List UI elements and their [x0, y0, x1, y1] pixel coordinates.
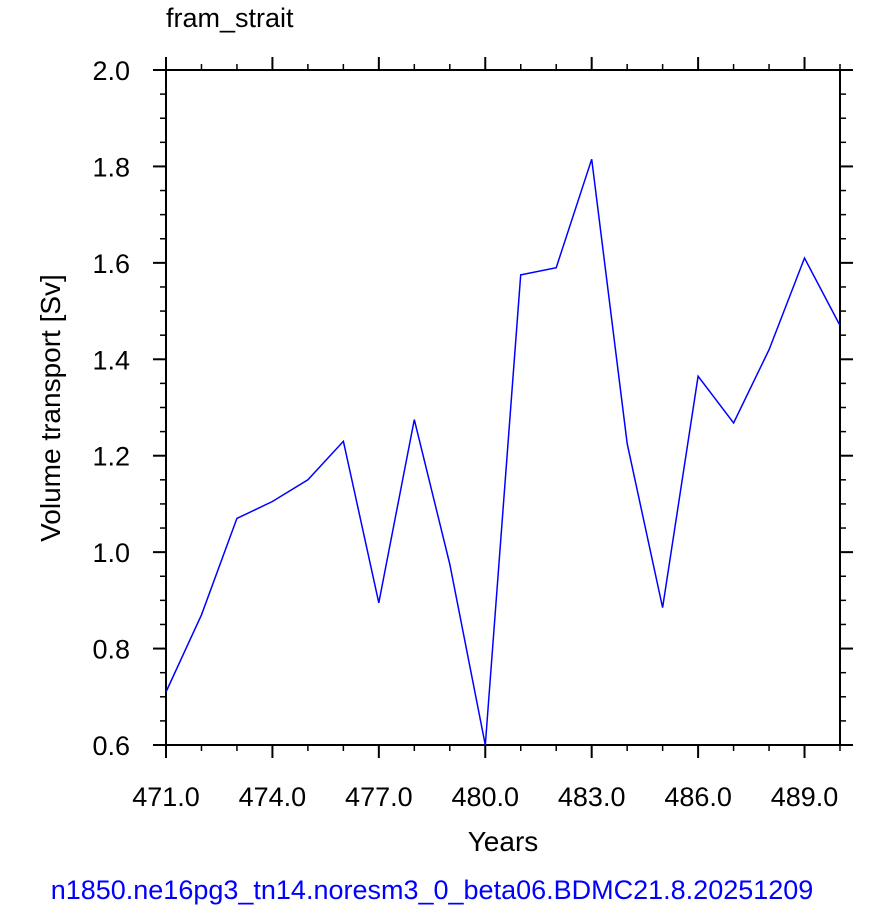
major-ticks — [153, 57, 853, 758]
x-tick-label: 489.0 — [771, 782, 839, 812]
y-tick-label: 1.8 — [92, 152, 130, 182]
y-axis-label: Volume transport [Sv] — [35, 274, 66, 542]
x-axis-label: Years — [468, 826, 539, 857]
y-tick-label: 2.0 — [92, 56, 130, 86]
y-tick-label: 0.6 — [92, 731, 130, 761]
x-tick-label: 483.0 — [558, 782, 626, 812]
run-caption: n1850.ne16pg3_tn14.noresm3_0_beta06.BDMC… — [51, 875, 814, 905]
series-line — [165, 158, 841, 746]
x-tick-label: 480.0 — [451, 782, 519, 812]
x-tick-label: 486.0 — [664, 782, 732, 812]
y-tick-label: 1.6 — [92, 249, 130, 279]
x-tick-labels: 471.0 474.0 477.0 480.0 483.0 486.0 489.0 — [132, 782, 838, 812]
x-tick-label: 474.0 — [239, 782, 307, 812]
x-tick-label: 477.0 — [345, 782, 413, 812]
y-tick-label: 1.2 — [92, 442, 130, 472]
y-tick-label: 1.0 — [92, 538, 130, 568]
x-tick-label: 471.0 — [132, 782, 200, 812]
plot-frame — [165, 69, 841, 746]
y-tick-label: 0.8 — [92, 635, 130, 665]
chart-title: fram_strait — [166, 3, 294, 33]
minor-ticks — [160, 64, 846, 751]
y-tick-labels: 0.6 0.8 1.0 1.2 1.4 1.6 1.8 2.0 — [92, 56, 130, 761]
y-tick-label: 1.4 — [92, 345, 130, 375]
